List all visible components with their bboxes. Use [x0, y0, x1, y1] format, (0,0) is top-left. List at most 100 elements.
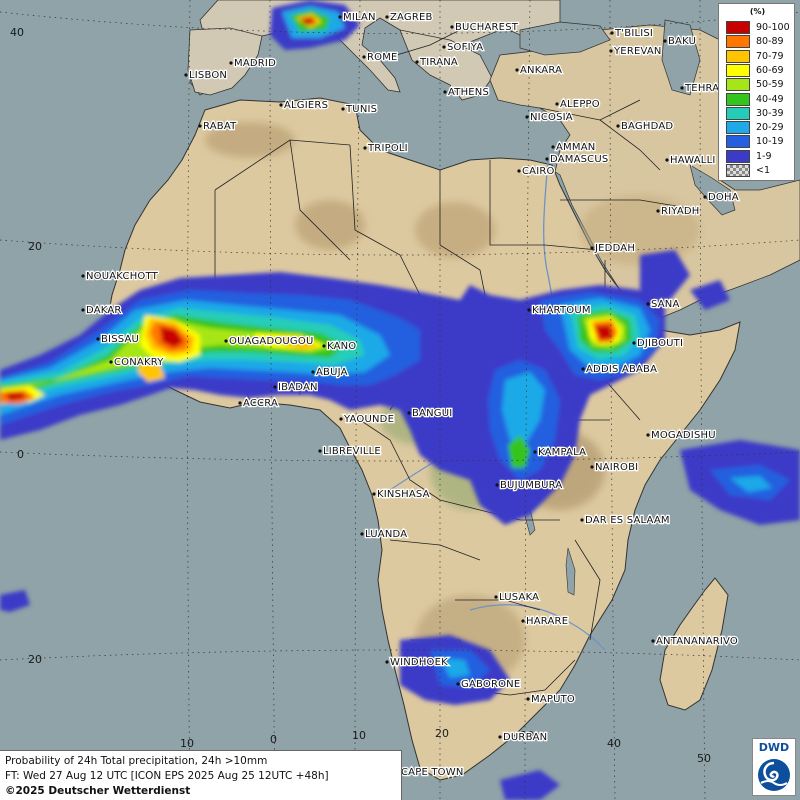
city-label: MADRID — [234, 58, 276, 69]
city-marker — [184, 73, 188, 77]
legend-swatch — [726, 63, 750, 77]
city-marker — [415, 60, 419, 64]
caption-box: Probability of 24h Total precipitation, … — [0, 750, 402, 800]
city-label: WINDHOEK — [390, 657, 448, 668]
legend-swatch — [726, 164, 750, 177]
city-marker — [590, 246, 594, 250]
legend: (%) 90-100 80-89 70-79 60-69 50-59 40-49 30-39… — [718, 3, 795, 181]
precip-layer — [0, 272, 665, 525]
city-label: T'BILISI — [614, 28, 653, 39]
lake-malawi — [565, 547, 576, 596]
city-marker — [526, 697, 530, 701]
city-label: ADDIS ABABA — [586, 364, 657, 375]
city-marker — [656, 209, 660, 213]
city-marker — [322, 344, 326, 348]
madagascar-land — [659, 577, 729, 711]
lon-label: 50 — [697, 752, 711, 765]
legend-item: <1 — [726, 164, 792, 178]
city-marker — [442, 45, 446, 49]
persian-gulf — [689, 164, 736, 216]
city-marker — [494, 595, 498, 599]
city-label: ALEPPO — [560, 99, 600, 110]
city-marker — [363, 146, 367, 150]
legend-swatch — [726, 149, 750, 163]
city-marker — [663, 39, 667, 43]
caspian-sea — [661, 19, 701, 96]
city-label: KANO — [327, 341, 356, 352]
legend-label: 20-29 — [756, 122, 784, 134]
city-marker — [610, 31, 614, 35]
city-label: TRIPOLI — [367, 143, 408, 154]
city-marker — [703, 195, 707, 199]
city-label: CONAKRY — [114, 357, 164, 368]
lat-label: 40 — [10, 26, 24, 39]
city-marker — [651, 639, 655, 643]
city-label: TUNIS — [345, 104, 377, 115]
city-label: DOHA — [708, 192, 739, 203]
city-label: BANGUI — [412, 408, 452, 419]
city-label: MILAN — [343, 12, 376, 23]
city-marker — [616, 124, 620, 128]
city-marker — [385, 15, 389, 19]
city-label: TEHRA — [684, 83, 719, 94]
legend-label: 80-89 — [756, 36, 784, 48]
city-label: MAPUTO — [531, 694, 575, 705]
city-label: LUANDA — [365, 529, 407, 540]
city-label: NAIROBI — [595, 462, 638, 473]
city-label: BUCHAREST — [455, 22, 519, 33]
city-marker — [229, 61, 233, 65]
legend-swatch — [726, 121, 750, 135]
city-labels: MILAN ZAGREB BUCHAREST MADRID ROME SOFIYA T'BI… — [81, 11, 740, 779]
legend-label: 90-100 — [756, 22, 790, 33]
city-marker — [665, 158, 669, 162]
city-marker — [646, 433, 650, 437]
city-marker — [341, 107, 345, 111]
caption-credit: ©2025 Deutscher Wetterdienst — [5, 785, 191, 797]
city-marker — [525, 115, 529, 119]
city-marker — [224, 339, 228, 343]
dwd-logo-icon — [758, 759, 790, 791]
city-label: BAKU — [668, 36, 696, 47]
city-label: DURBAN — [503, 732, 547, 743]
city-label: CAIRO — [522, 166, 555, 177]
legend-label: 70-79 — [756, 50, 784, 62]
city-marker — [555, 102, 559, 106]
legend-item: 70-79 — [726, 49, 792, 64]
legend-swatch — [726, 135, 750, 149]
city-marker — [521, 619, 525, 623]
legend-item: 30-39 — [726, 106, 792, 121]
city-label: RABAT — [203, 121, 237, 132]
city-marker — [515, 68, 519, 72]
city-label: BUJUMBURA — [500, 480, 562, 491]
lon-label: 40 — [607, 737, 621, 750]
city-marker — [198, 124, 202, 128]
legend-label: 1-9 — [756, 150, 772, 162]
city-marker — [443, 90, 447, 94]
city-label: AMMAN — [556, 142, 595, 153]
city-label: ATHENS — [448, 87, 489, 98]
city-marker — [362, 55, 366, 59]
city-label: MOGADISHU — [651, 430, 716, 441]
iberia-land — [187, 27, 263, 96]
city-label: GABORONE — [461, 679, 520, 690]
city-marker — [273, 385, 277, 389]
city-marker — [109, 360, 113, 364]
city-label: RIYADH — [661, 206, 700, 217]
lon-label: 30 — [520, 729, 534, 742]
city-label: YAOUNDE — [343, 414, 394, 425]
city-marker — [238, 401, 242, 405]
lon-label: 10 — [352, 729, 366, 742]
lon-label: 10 — [180, 737, 194, 750]
legend-swatch — [726, 92, 750, 106]
legend-swatch — [726, 106, 750, 120]
legend-item: 60-69 — [726, 63, 792, 78]
legend-label: 10-19 — [756, 136, 784, 148]
city-label: SANA — [651, 299, 680, 310]
legend-label: 60-69 — [756, 64, 784, 76]
city-marker — [590, 465, 594, 469]
legend-item: 80-89 — [726, 35, 792, 49]
dwd-logo-text: DWD — [758, 741, 790, 754]
